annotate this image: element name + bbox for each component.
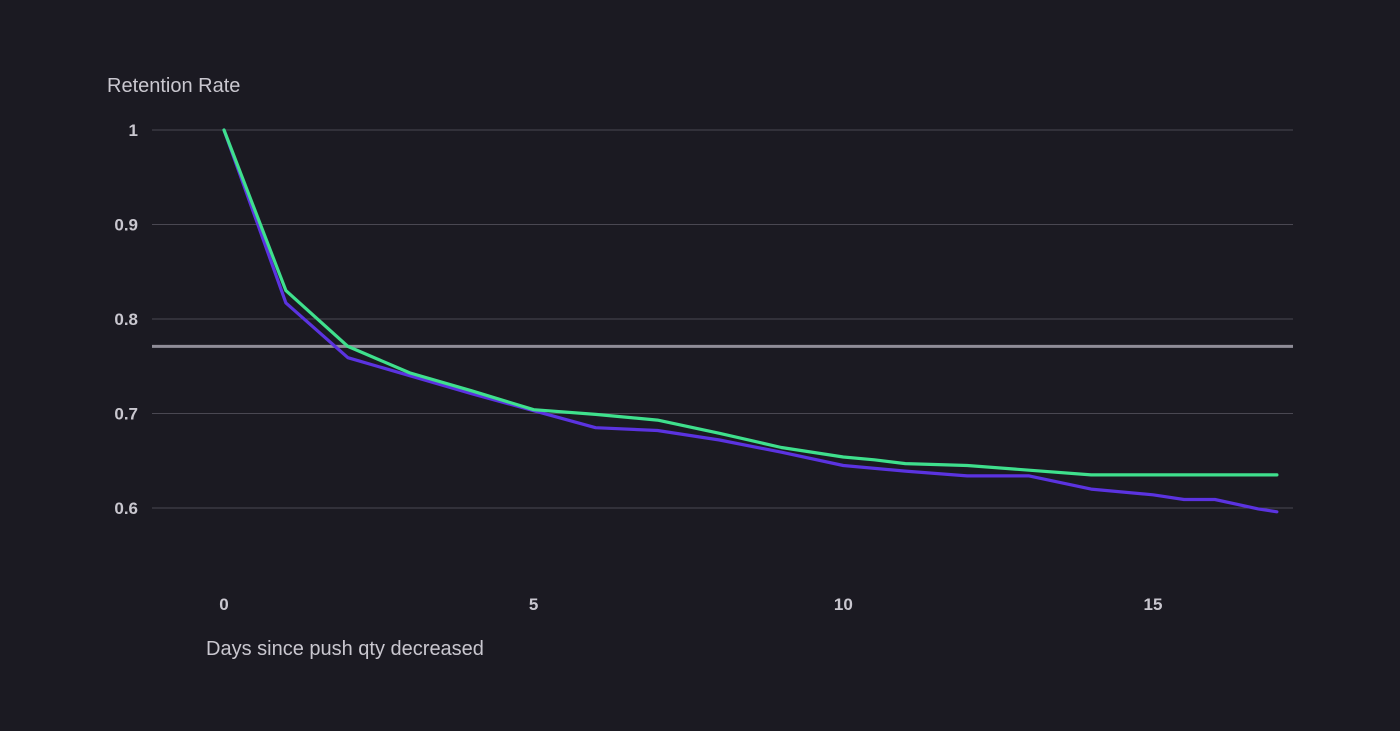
series-line-green [222, 128, 1279, 477]
x-tick-label: 5 [529, 595, 538, 614]
y-tick-label: 0.6 [114, 499, 138, 518]
y-axis-label: Retention Rate [107, 75, 240, 97]
series-lines [222, 128, 1279, 514]
y-tick-label: 0.7 [114, 405, 138, 424]
x-axis-label: Days since push qty decreased [206, 638, 484, 660]
y-tick-labels: 1 0.9 0.8 0.7 0.6 [114, 121, 138, 518]
y-tick-label: 0.8 [114, 310, 138, 329]
y-tick-label: 0.9 [114, 216, 138, 235]
x-tick-label: 10 [834, 595, 853, 614]
x-tick-label: 0 [219, 595, 228, 614]
series-line-purple [222, 128, 1279, 514]
y-tick-label: 1 [129, 121, 138, 140]
gridlines [152, 129, 1293, 509]
x-tick-label: 15 [1144, 595, 1163, 614]
x-tick-labels: 0 5 10 15 [219, 595, 1162, 614]
